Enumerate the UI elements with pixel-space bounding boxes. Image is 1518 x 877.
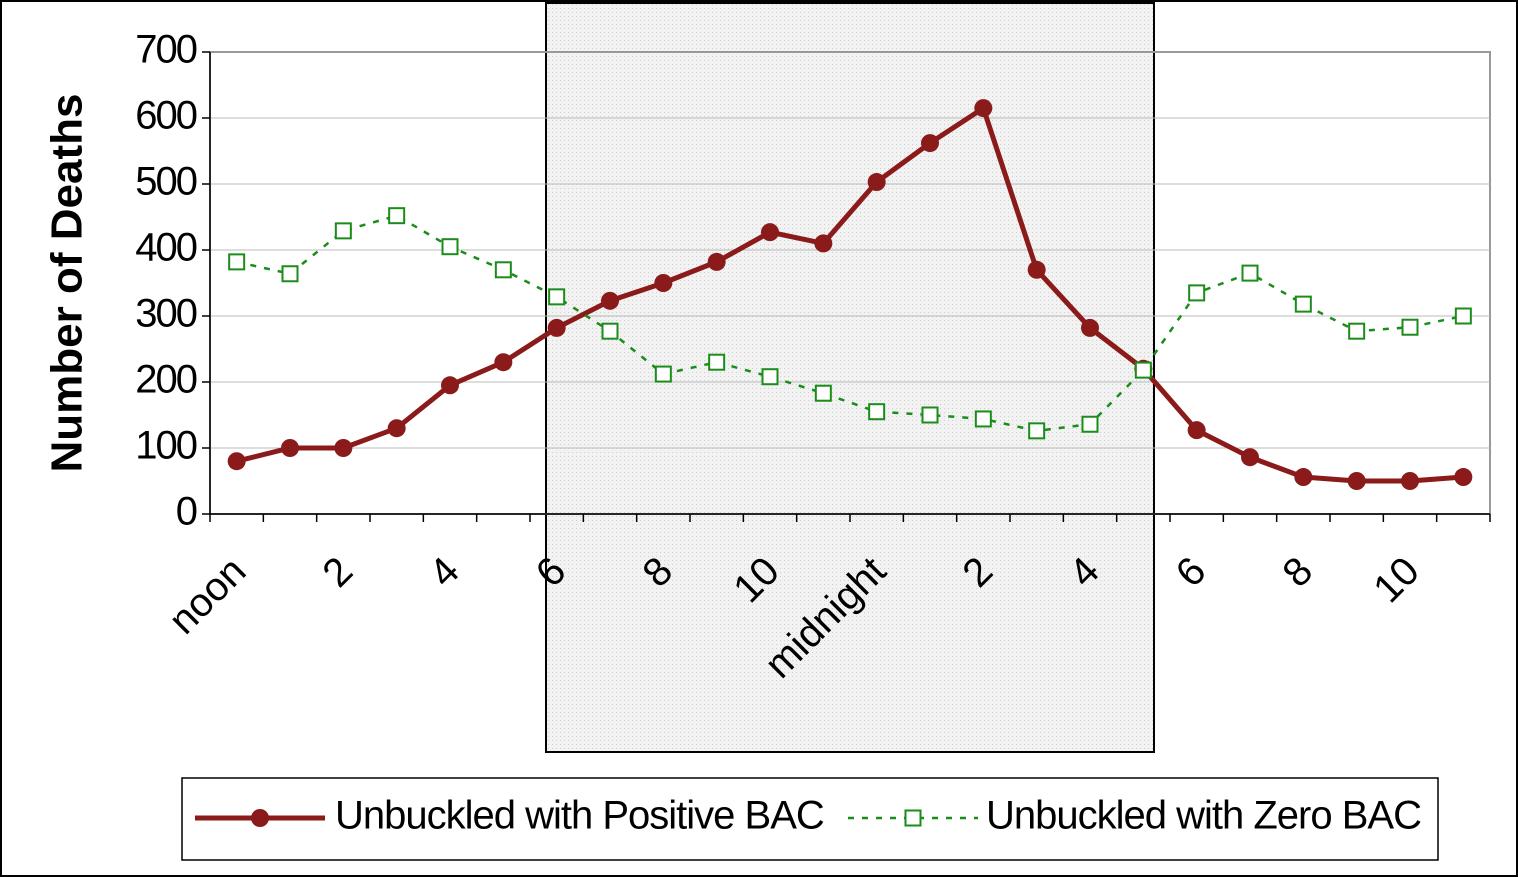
point [654,274,673,292]
y-tick-label: 100 [135,424,196,468]
point [494,261,512,279]
point [814,384,832,402]
night-shade [545,2,1155,753]
point [1401,472,1419,490]
y-tick-label: 0 [176,490,197,534]
point [974,99,993,118]
y-tick-label: 300 [135,292,196,336]
point [227,452,246,471]
legend-marker [904,809,922,827]
point [1294,468,1313,487]
point [708,353,726,371]
y-tick-label: 200 [135,358,196,402]
point [494,353,513,372]
point [1241,264,1259,282]
point [868,403,886,421]
point [601,322,619,340]
point [547,318,566,337]
y-axis-label: Number of Deaths [43,94,92,473]
point [334,439,353,457]
series-line [236,214,1464,433]
point [601,291,619,310]
y-tick-label: 700 [135,28,196,72]
point [1241,448,1259,467]
legend [181,777,1439,861]
point [1187,421,1206,440]
y-tick-label: 600 [135,94,196,138]
point [441,376,459,395]
point [441,238,459,256]
point [921,406,939,424]
point [1027,260,1046,279]
point [281,265,299,283]
point [1294,295,1312,313]
point [387,419,406,438]
y-tick-label: 400 [135,226,196,270]
point [1188,284,1206,302]
legend-label: Unbuckled with Zero BAC [986,794,1421,838]
point [1348,322,1366,340]
point [1028,422,1046,440]
point [761,223,779,242]
legend-marker [251,809,269,827]
y-tick-label: 500 [135,160,196,204]
point [334,222,352,240]
point [1347,472,1366,490]
point [1134,361,1152,379]
point [761,368,779,386]
point [707,252,726,271]
point [228,253,246,271]
series-line [236,104,1464,484]
point [867,173,886,192]
point [281,439,299,457]
point [974,410,992,428]
point [388,207,406,225]
point [1401,318,1419,336]
point [548,288,566,306]
legend-label: Unbuckled with Positive BAC [335,794,824,838]
point [814,234,833,253]
point [921,134,939,153]
point [1081,415,1099,433]
point [1454,468,1473,487]
point [1454,307,1472,325]
point [654,365,672,383]
point [1081,318,1099,337]
